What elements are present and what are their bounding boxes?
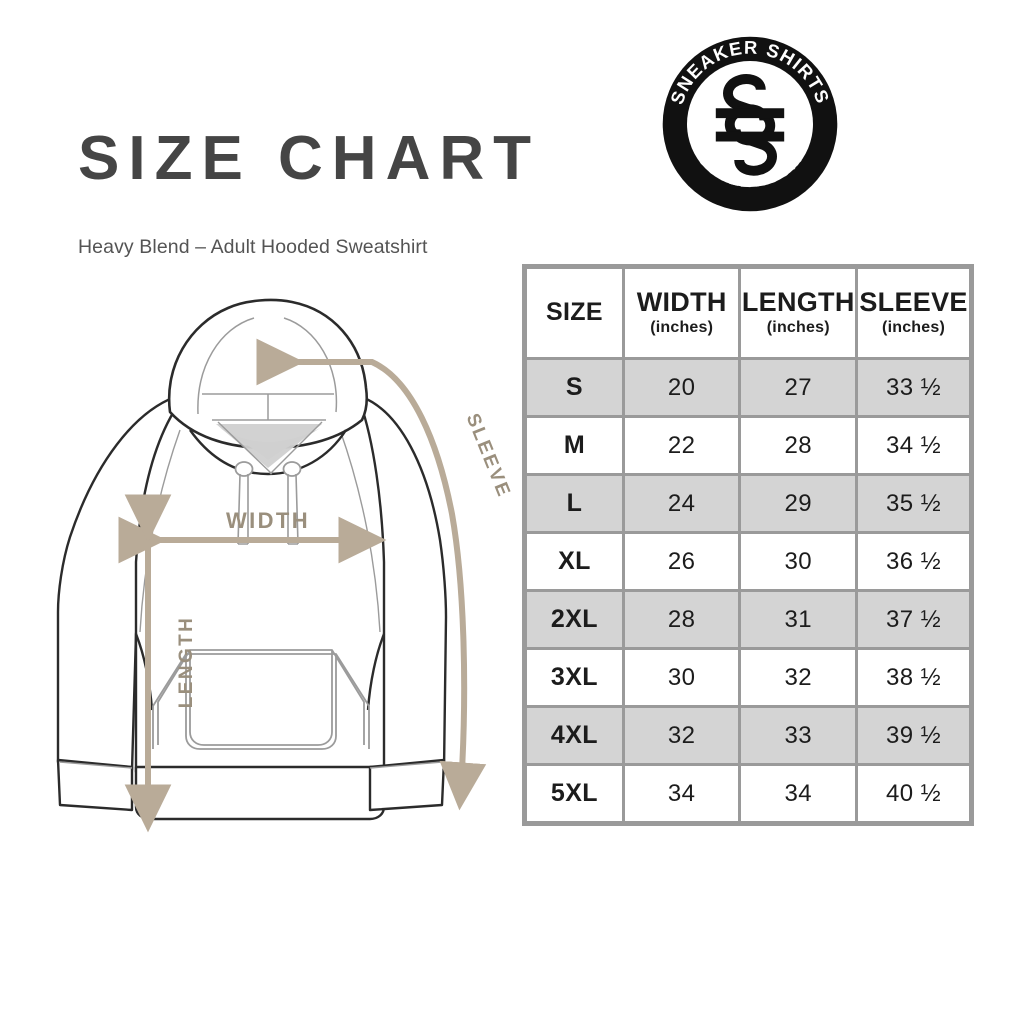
table-header-row: SIZE WIDTH (inches) LENGTH (inches) SLEE… (524, 266, 972, 360)
left-cuff-line (59, 761, 133, 769)
cell-sleeve: 34 ½ (855, 415, 972, 476)
cell-size: 3XL (524, 647, 625, 708)
cell-width: 24 (621, 473, 742, 534)
page-subtitle: Heavy Blend – Adult Hooded Sweatshirt (78, 236, 428, 258)
cell-width: 30 (621, 647, 742, 708)
table-row: S 20 27 33 ½ (524, 357, 972, 418)
column-header-size: SIZE (524, 266, 625, 360)
column-header-sleeve-label: SLEEVE (859, 287, 968, 318)
cell-width: 26 (621, 531, 742, 592)
cell-sleeve: 40 ½ (855, 763, 972, 824)
cell-length: 30 (738, 531, 859, 592)
cell-width: 22 (621, 415, 742, 476)
page-title: SIZE CHART (78, 124, 540, 193)
cell-width: 20 (621, 357, 742, 418)
cell-length: 34 (738, 763, 859, 824)
column-header-length-label: LENGTH (741, 287, 855, 318)
cell-size: L (524, 473, 625, 534)
hood-fold-left (197, 317, 255, 415)
table-row: L 24 29 35 ½ (524, 473, 972, 534)
cell-sleeve: 37 ½ (855, 589, 972, 650)
table-row: 2XL 28 31 37 ½ (524, 589, 972, 650)
cell-sleeve: 33 ½ (855, 357, 972, 418)
title-block: SIZE CHART Heavy Blend – Adult Hooded Sw… (78, 124, 540, 259)
cell-width: 28 (621, 589, 742, 650)
cell-sleeve: 35 ½ (855, 473, 972, 534)
hoodie-diagram: WIDTH LENGTH SLEEVE (40, 262, 520, 842)
sleeve-label: SLEEVE (462, 411, 515, 502)
column-header-width-units: (inches) (650, 318, 714, 336)
logo-monogram-icon (715, 74, 785, 176)
table-row: 4XL 32 33 39 ½ (524, 705, 972, 766)
cell-size: 4XL (524, 705, 625, 766)
cell-size: 2XL (524, 589, 625, 650)
size-table: SIZE WIDTH (inches) LENGTH (inches) SLEE… (522, 264, 974, 826)
cell-length: 33 (738, 705, 859, 766)
cell-sleeve: 36 ½ (855, 531, 972, 592)
column-header-length-units: (inches) (766, 318, 830, 336)
brand-logo: SNEAKER SHIRTS OUTLET.COM (660, 34, 840, 214)
grommet-left (234, 461, 254, 477)
cell-length: 29 (738, 473, 859, 534)
cell-width: 34 (621, 763, 742, 824)
cell-sleeve: 38 ½ (855, 647, 972, 708)
cell-size: S (524, 357, 625, 418)
table-row: 5XL 34 34 40 ½ (524, 763, 972, 824)
table-row: 3XL 30 32 38 ½ (524, 647, 972, 708)
measurement-arrows (118, 338, 487, 833)
table-row: M 22 28 34 ½ (524, 415, 972, 476)
cell-length: 32 (738, 647, 859, 708)
sleeve-arrow (256, 338, 487, 811)
grommet-right (282, 461, 302, 477)
column-header-length: LENGTH (inches) (738, 266, 859, 360)
size-table-head: SIZE WIDTH (inches) LENGTH (inches) SLEE… (524, 266, 972, 360)
column-header-width: WIDTH (inches) (621, 266, 742, 360)
cell-width: 32 (621, 705, 742, 766)
brand-logo-icon: SNEAKER SHIRTS OUTLET.COM (662, 37, 838, 212)
column-header-sleeve: SLEEVE (inches) (855, 266, 972, 360)
size-table-container: SIZE WIDTH (inches) LENGTH (inches) SLEE… (522, 264, 974, 826)
cell-sleeve: 39 ½ (855, 705, 972, 766)
cell-length: 27 (738, 357, 859, 418)
width-label: WIDTH (226, 508, 310, 533)
length-label: LENGTH (176, 616, 197, 709)
hoodie-illustration: WIDTH LENGTH SLEEVE (56, 298, 515, 833)
cell-size: XL (524, 531, 625, 592)
bottom-hem (134, 765, 386, 821)
cell-length: 31 (738, 589, 859, 650)
table-row: XL 26 30 36 ½ (524, 531, 972, 592)
column-header-sleeve-units: (inches) (882, 318, 945, 336)
cell-length: 28 (738, 415, 859, 476)
cell-size: M (524, 415, 625, 476)
column-header-width-label: WIDTH (636, 287, 727, 318)
column-header-size-label: SIZE (546, 298, 603, 327)
cell-size: 5XL (524, 763, 625, 824)
size-table-body: S 20 27 33 ½ M 22 28 34 ½ L 24 29 35 ½ XL 26 30 36 ½ 2XL… (524, 357, 972, 824)
